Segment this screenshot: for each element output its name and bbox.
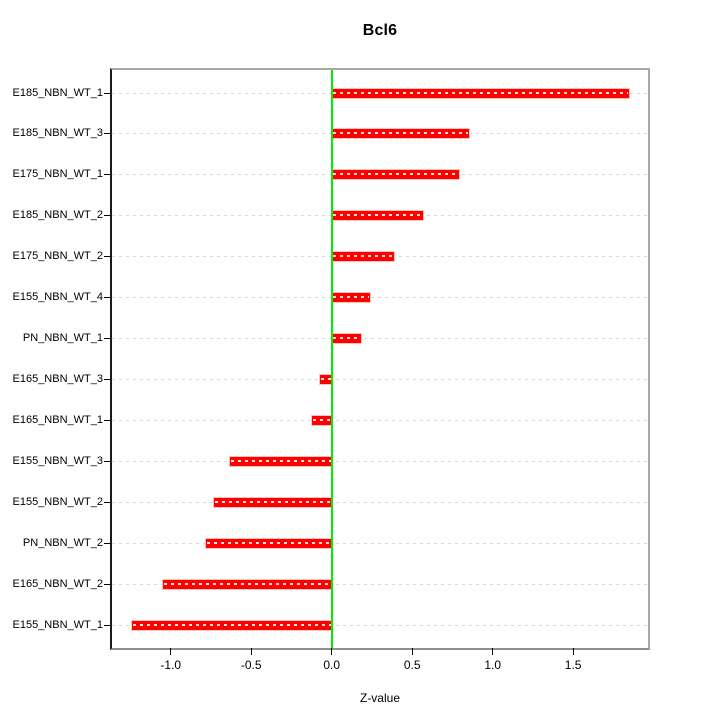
gridline (112, 338, 648, 340)
x-axis-tick (331, 648, 333, 655)
x-axis-title: Z-value (359, 691, 400, 705)
bar-dash-pattern (215, 501, 331, 504)
bar-dash-pattern (332, 173, 458, 176)
plot-area (110, 68, 650, 650)
y-axis-tick (104, 338, 112, 340)
bar (331, 211, 424, 221)
y-axis-label: E185_NBN_WT_1 (12, 86, 104, 99)
y-axis-label: E155_NBN_WT_3 (12, 455, 104, 468)
bar (312, 416, 332, 426)
bar (331, 88, 630, 98)
y-axis-label: E185_NBN_WT_2 (12, 209, 104, 222)
bar (206, 539, 332, 549)
y-axis-tick (104, 502, 112, 504)
bar (331, 129, 469, 139)
y-axis-tick (104, 625, 112, 627)
y-axis-label: E175_NBN_WT_1 (12, 168, 104, 181)
gridline (112, 420, 648, 422)
bar (214, 498, 332, 508)
bar (132, 621, 332, 631)
gridline (112, 297, 648, 299)
bar-dash-pattern (332, 132, 468, 135)
bar-dash-pattern (207, 542, 331, 545)
bar (331, 293, 371, 303)
bar (331, 170, 459, 180)
y-axis-tick (104, 256, 112, 258)
x-axis-tick-label: 0.5 (403, 658, 421, 672)
y-axis-tick (104, 584, 112, 586)
zero-line (330, 70, 333, 648)
y-axis-label: E165_NBN_WT_1 (12, 414, 104, 427)
gridline (112, 584, 648, 586)
y-axis-tick (104, 174, 112, 176)
y-axis-tick (104, 133, 112, 135)
bar (331, 252, 395, 262)
y-axis-label: E165_NBN_WT_2 (12, 578, 104, 591)
bar-dash-pattern (313, 419, 331, 422)
gridline (112, 543, 648, 545)
x-axis-tick (411, 648, 413, 655)
bar-dash-pattern (321, 378, 331, 381)
y-axis-label: E155_NBN_WT_1 (12, 619, 104, 632)
gridline (112, 461, 648, 463)
y-axis-label: PN_NBN_WT_1 (22, 332, 103, 345)
x-axis-tick-label: 1.5 (564, 658, 582, 672)
y-axis-tick (104, 543, 112, 545)
y-axis-label: E185_NBN_WT_3 (12, 127, 104, 140)
x-axis-tick (250, 648, 252, 655)
bar (230, 457, 332, 467)
bar-dash-pattern (332, 255, 394, 258)
bar-dash-pattern (332, 91, 629, 94)
gridline (112, 502, 648, 504)
x-axis-tick-label: 1.0 (484, 658, 502, 672)
x-axis-tick (572, 648, 574, 655)
bar-dash-pattern (133, 624, 331, 627)
bar-dash-pattern (163, 583, 331, 586)
x-axis-tick-label: 0.0 (323, 658, 341, 672)
bar (162, 580, 332, 590)
gridline (112, 625, 648, 627)
x-axis-tick-label: -1.0 (160, 658, 182, 672)
x-axis-tick-label: -0.5 (240, 658, 262, 672)
y-axis-label: E155_NBN_WT_2 (12, 496, 104, 509)
y-axis-label: E175_NBN_WT_2 (12, 250, 104, 263)
y-axis-label: E155_NBN_WT_4 (12, 291, 104, 304)
y-axis-tick (104, 92, 112, 94)
bar-dash-pattern (332, 337, 360, 340)
y-axis-label: E165_NBN_WT_3 (12, 373, 104, 386)
y-axis-tick (104, 297, 112, 299)
y-axis-label: PN_NBN_WT_2 (22, 537, 103, 550)
gridline (112, 379, 648, 381)
y-axis-tick (104, 215, 112, 217)
bar-dash-pattern (332, 214, 423, 217)
y-axis-tick (104, 461, 112, 463)
bar (331, 334, 361, 344)
chart-title: Bcl6 (362, 22, 398, 39)
x-axis-tick (170, 648, 172, 655)
bar (320, 375, 332, 385)
y-axis-tick (104, 420, 112, 422)
y-axis-tick (104, 379, 112, 381)
bar-dash-pattern (231, 460, 331, 463)
x-axis-tick (492, 648, 494, 655)
bar-dash-pattern (332, 296, 370, 299)
